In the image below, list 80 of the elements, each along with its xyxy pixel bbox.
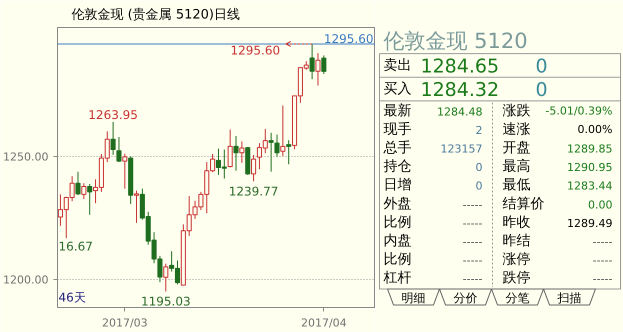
annotation: 46天 xyxy=(58,290,86,304)
text: ----- xyxy=(462,254,483,267)
ref-line-label: 1295.60 xyxy=(324,32,374,46)
text: 1284.65 xyxy=(420,55,500,78)
text: 最低 xyxy=(502,177,530,194)
candlestick xyxy=(315,52,321,86)
text: 1289.49 xyxy=(567,216,613,230)
text: 总手 xyxy=(382,140,412,156)
text: 0.00 xyxy=(588,198,613,212)
candlestick xyxy=(87,183,92,216)
text: 开盘 xyxy=(502,140,530,156)
candlestick xyxy=(233,136,239,172)
text: ----- xyxy=(462,235,483,248)
text: 持仓 xyxy=(384,158,412,175)
text: 1284.48 xyxy=(437,105,483,118)
text: 买入 xyxy=(384,81,412,98)
text: 最高 xyxy=(502,158,530,175)
text: 昨结 xyxy=(502,232,530,249)
candlestick xyxy=(310,43,315,80)
candlestick xyxy=(122,153,128,190)
annotation: 1195.03 xyxy=(140,294,191,308)
candlestick xyxy=(239,140,244,164)
text: -5.01/0.39% xyxy=(545,104,613,118)
text: 涨停 xyxy=(502,251,530,268)
text: ----- xyxy=(462,272,483,286)
annotation: 1263.95 xyxy=(88,108,138,122)
text: 外盘 xyxy=(384,196,412,212)
annotation: 16.67 xyxy=(58,239,93,254)
text: 结算价 xyxy=(502,196,544,212)
annotation: 1239.77 xyxy=(228,184,278,198)
text: 现手 xyxy=(384,122,412,138)
text: 伦敦金现 5120 xyxy=(384,28,528,53)
text: 123157 xyxy=(440,142,483,156)
text: 跌停 xyxy=(502,270,530,286)
y-tick-label: 1250.00 xyxy=(3,150,49,164)
text: 昨收 xyxy=(502,214,530,230)
text: 1289.85 xyxy=(567,142,613,156)
text: ----- xyxy=(592,272,613,286)
text: 扫描 xyxy=(556,291,582,306)
x-tick-label: 2017/04 xyxy=(300,316,347,330)
text: 0 xyxy=(536,79,548,102)
text: 1283.44 xyxy=(567,180,613,193)
candlestick xyxy=(163,263,168,292)
text: 内盘 xyxy=(384,232,412,249)
text: 日增 xyxy=(384,177,412,194)
text: 0 xyxy=(536,55,548,78)
y-tick-label: 1200.00 xyxy=(3,274,49,287)
candlestick xyxy=(251,154,256,182)
candlestick xyxy=(286,140,292,165)
text: 分笔 xyxy=(506,291,530,306)
candlestick xyxy=(75,171,81,196)
text: 卖出 xyxy=(384,57,412,74)
text: 1290.95 xyxy=(567,161,613,174)
text: 比例 xyxy=(384,214,412,230)
candlestick xyxy=(110,121,116,156)
text: 最新 xyxy=(384,102,412,119)
text: 0.00% xyxy=(578,123,613,136)
candlestick xyxy=(321,54,326,74)
text: 0 xyxy=(476,180,482,193)
candlestick xyxy=(228,129,233,168)
text: 0 xyxy=(476,161,482,174)
text: 2 xyxy=(476,124,482,138)
x-tick-label: 2017/03 xyxy=(102,316,148,330)
text: 1284.32 xyxy=(420,79,500,102)
text: 涨跌 xyxy=(502,102,530,119)
candlestick xyxy=(116,136,122,163)
candlestick xyxy=(81,182,86,200)
candlestick xyxy=(280,104,286,156)
annotation: 1295.60 xyxy=(230,43,280,58)
candlestick xyxy=(134,190,140,224)
text: 速涨 xyxy=(502,122,530,138)
text: 分价 xyxy=(454,291,478,306)
text: ----- xyxy=(592,235,613,248)
text: 比例 xyxy=(384,251,412,268)
text: ----- xyxy=(462,198,483,212)
text: ----- xyxy=(592,254,613,267)
text: 杠杆 xyxy=(382,270,412,286)
text: ----- xyxy=(462,216,483,230)
text: 明细 xyxy=(402,291,426,306)
chart-title: 伦敦金现 (贵金属 5120)日线 xyxy=(72,8,240,22)
